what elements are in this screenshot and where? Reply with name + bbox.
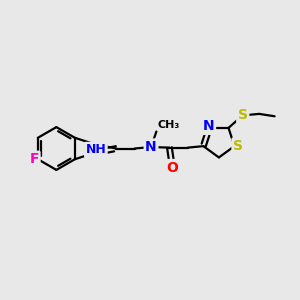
Text: N: N	[203, 119, 214, 134]
Text: N: N	[145, 140, 157, 154]
Text: S: S	[238, 108, 248, 122]
Text: CH₃: CH₃	[158, 120, 180, 130]
Text: NH: NH	[85, 143, 106, 156]
Text: F: F	[29, 152, 39, 166]
Text: S: S	[233, 139, 243, 153]
Text: O: O	[167, 160, 178, 175]
